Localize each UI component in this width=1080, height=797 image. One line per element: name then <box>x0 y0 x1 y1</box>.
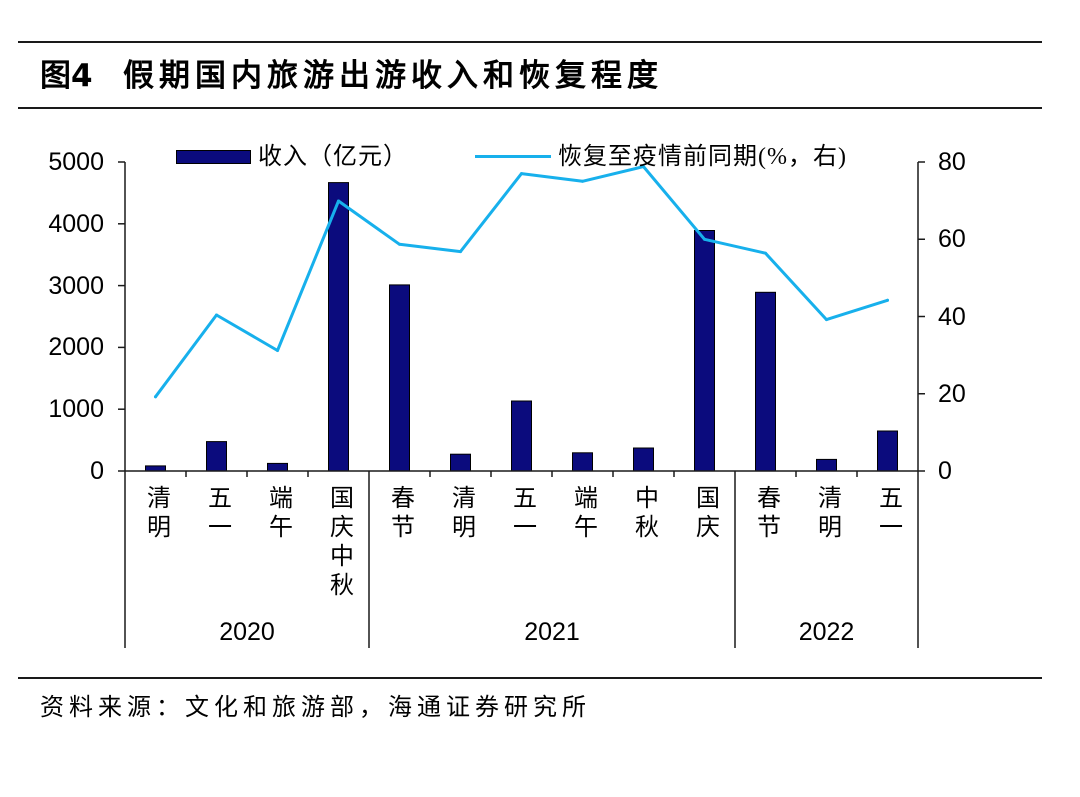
revenue-bar <box>206 441 227 472</box>
recovery-point <box>337 199 340 203</box>
y-right-tick-label: 60 <box>938 225 966 254</box>
revenue-bar <box>450 453 471 472</box>
y-right-tick-label: 20 <box>938 379 966 408</box>
y-left-tick-label: 4000 <box>48 209 104 238</box>
y-left-tick-label: 2000 <box>48 333 104 362</box>
x-category-label: 五一 <box>203 485 230 543</box>
legend-swatch-revenue <box>176 150 251 164</box>
revenue-bar <box>816 458 837 472</box>
y-right-tick-label: 80 <box>938 148 966 176</box>
recovery-point <box>154 395 157 399</box>
x-group-label: 2021 <box>524 618 580 646</box>
revenue-bars <box>145 182 898 472</box>
revenue-bar <box>267 462 288 472</box>
recovery-line <box>154 165 889 399</box>
y-left-tick-label: 5000 <box>48 148 104 176</box>
recovery-point <box>764 251 767 255</box>
recovery-point <box>703 237 706 241</box>
x-category-label: 清明 <box>142 485 169 543</box>
recovery-point <box>825 318 828 322</box>
revenue-bar <box>389 284 410 472</box>
y-left-tick-label: 1000 <box>48 395 104 424</box>
x-category-label: 国庆中秋 <box>325 485 352 601</box>
revenue-bar <box>633 447 654 472</box>
x-category-label: 端午 <box>569 485 596 543</box>
recovery-point <box>886 298 889 302</box>
revenue-bar <box>694 230 715 472</box>
figure-label: 图4 <box>40 58 93 94</box>
revenue-bar <box>328 182 349 472</box>
source-note: 资料来源：文化和旅游部，海通证券研究所 <box>40 695 591 721</box>
x-group-label: 2022 <box>798 618 855 646</box>
x-category-label: 国庆 <box>691 485 718 543</box>
x-category-label: 清明 <box>447 485 474 543</box>
revenue-bar <box>572 452 593 472</box>
legend-label-revenue: 收入（亿元） <box>258 144 408 170</box>
recovery-point <box>459 250 462 254</box>
y-left-tick-label: 3000 <box>48 271 104 300</box>
revenue-bar <box>145 465 166 472</box>
title-rule <box>18 107 1042 109</box>
x-category-label: 清明 <box>813 485 840 543</box>
recovery-point <box>520 172 523 176</box>
x-category-label: 端午 <box>264 485 291 543</box>
x-category-label: 五一 <box>874 485 901 543</box>
bottom-rule <box>18 677 1042 679</box>
y-right-tick-label: 40 <box>938 302 966 331</box>
y-right-tick-label: 0 <box>938 457 952 485</box>
legend-swatch-recovery <box>475 155 551 158</box>
recovery-point <box>276 349 279 352</box>
x-category-label: 五一 <box>508 485 535 543</box>
revenue-bar <box>877 430 898 472</box>
recovery-point <box>642 165 645 169</box>
x-category-label: 春节 <box>752 485 779 543</box>
x-group-label: 2020 <box>219 618 275 646</box>
chart-title: 假期国内旅游出游收入和恢复程度 <box>123 58 663 94</box>
revenue-bar <box>755 291 776 472</box>
recovery-point <box>398 242 401 246</box>
x-category-label: 春节 <box>386 485 413 543</box>
top-rule <box>18 41 1042 43</box>
legend-label-recovery: 恢复至疫情前同期(%，右) <box>558 144 847 170</box>
y-left-tick-label: 0 <box>90 457 104 485</box>
recovery-point <box>581 179 584 183</box>
x-category-label: 中秋 <box>630 485 657 543</box>
revenue-bar <box>511 400 532 472</box>
recovery-point <box>215 313 218 317</box>
